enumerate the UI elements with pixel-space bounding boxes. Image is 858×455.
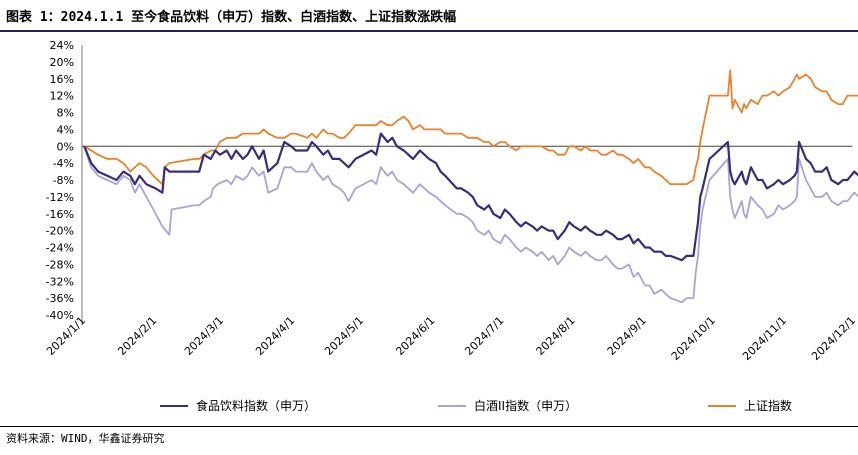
title-underline bbox=[0, 30, 858, 32]
y-tick-label: 16% bbox=[50, 73, 74, 86]
x-tick-label: 2024/8/1 bbox=[534, 314, 578, 358]
x-tick-label: 2024/5/1 bbox=[322, 314, 366, 358]
source-divider bbox=[0, 426, 858, 427]
x-axis: 2024/1/1 2024/2/1 2024/3/1 2024/4/1 2024/5/1… bbox=[44, 314, 858, 363]
x-tick-label: 2024/4/1 bbox=[253, 314, 297, 358]
y-tick-label: -20% bbox=[46, 225, 74, 238]
y-tick-label: -8% bbox=[53, 174, 74, 187]
legend-label: 白酒II指数（申万） bbox=[474, 398, 577, 413]
y-tick-label: 8% bbox=[57, 107, 74, 120]
y-tick-label: -24% bbox=[46, 242, 74, 255]
legend-label: 食品饮料指数（申万） bbox=[196, 398, 316, 413]
y-tick-label: 20% bbox=[50, 56, 74, 69]
y-tick-label: 4% bbox=[57, 123, 74, 136]
x-tick-label: 2024/12/1 bbox=[809, 314, 858, 363]
y-tick-label: -28% bbox=[46, 258, 74, 271]
y-tick-label: -32% bbox=[46, 275, 74, 288]
x-tick-label: 2024/3/1 bbox=[182, 314, 226, 358]
y-tick-label: -40% bbox=[46, 309, 74, 322]
series-lines bbox=[83, 69, 858, 304]
x-tick-label: 2024/11/1 bbox=[740, 314, 789, 363]
series-line-2 bbox=[83, 69, 858, 186]
line-chart: 24% 20% 16% 12% 8% 4% 0% -4% -8% -12% -16% -20% -24%… bbox=[44, 39, 858, 413]
chart-title: 图表 1：2024.1.1 至今食品饮料（申万）指数、白酒指数、上证指数涨跌幅 bbox=[6, 10, 457, 25]
x-tick-label: 2024/9/1 bbox=[605, 314, 649, 358]
x-tick-label: 2024/7/1 bbox=[462, 314, 506, 358]
y-tick-label: 0% bbox=[57, 140, 74, 153]
x-tick-label: 2024/2/1 bbox=[115, 314, 159, 358]
y-tick-label: 12% bbox=[50, 90, 74, 103]
y-tick-label: -4% bbox=[53, 157, 74, 170]
x-tick-label: 2024/6/1 bbox=[393, 314, 437, 358]
series-line-1 bbox=[83, 146, 858, 304]
series-line-0 bbox=[83, 132, 858, 262]
legend: 食品饮料指数（申万） 白酒II指数（申万） 上证指数 bbox=[160, 398, 792, 413]
y-tick-label: 24% bbox=[50, 39, 74, 52]
source-note: 资料来源：WIND，华鑫证券研究 bbox=[6, 432, 165, 445]
y-tick-label: -36% bbox=[46, 292, 74, 305]
y-tick-label: -16% bbox=[46, 208, 74, 221]
y-tick-label: -12% bbox=[46, 191, 74, 204]
legend-label: 上证指数 bbox=[744, 398, 792, 413]
x-tick-label: 2024/10/1 bbox=[669, 314, 718, 363]
